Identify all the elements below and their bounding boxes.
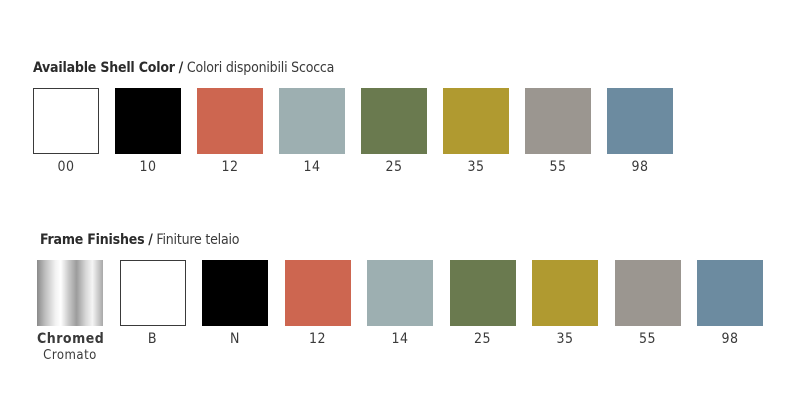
- shell-code-label: 25: [385, 159, 403, 175]
- frame-code-label: N: [230, 331, 240, 347]
- shell-swatch-10: [115, 88, 181, 154]
- frame-swatch-55: [614, 260, 681, 326]
- frame-code-label-en: Chromed: [37, 331, 105, 347]
- frame-swatch-12: [284, 260, 351, 326]
- frame-code-label: 98: [721, 331, 739, 347]
- frame-code-label: B: [147, 331, 158, 347]
- shell-swatch-55: [525, 88, 591, 154]
- frame-title-en: Frame Finishes: [40, 232, 145, 248]
- frame-title-separator: /: [148, 232, 153, 248]
- shell-code-label: 14: [303, 159, 321, 175]
- frame-title-it: Finiture telaio: [156, 232, 240, 248]
- shell-code-label: 55: [549, 159, 567, 175]
- shell-swatch-14: [279, 88, 345, 154]
- shell-title-it: Colori disponibili Scocca: [186, 60, 335, 76]
- shell-swatch-00: [33, 88, 99, 154]
- frame-code-label: 55: [638, 331, 657, 347]
- frame-swatch-b: [119, 260, 186, 326]
- frame-swatch-25: [449, 260, 516, 326]
- frame-swatch-14: [367, 260, 433, 326]
- frame-code-label: 35: [556, 331, 574, 347]
- shell-title-separator: /: [178, 60, 184, 76]
- shell-swatch-12: [197, 88, 263, 154]
- frame-swatch-chromed: [37, 260, 103, 326]
- shell-swatch-98: [607, 88, 673, 154]
- frame-code-label: 14: [391, 331, 409, 347]
- shell-code-label: 12: [221, 159, 239, 175]
- shell-code-label: 10: [139, 159, 157, 175]
- frame-code-label: 25: [473, 331, 492, 347]
- shell-title-en: Available Shell Color: [33, 60, 175, 76]
- frame-code-label: 12: [308, 331, 327, 347]
- shell-swatch-35: [443, 88, 509, 154]
- frame-code-label-it: Cromato: [43, 348, 97, 363]
- shell-code-label: 98: [631, 159, 649, 175]
- shell-code-label: 35: [467, 159, 485, 175]
- frame-swatch-n: [202, 260, 268, 326]
- frame-swatch-35: [532, 260, 598, 326]
- frame-swatch-98: [697, 260, 763, 326]
- frame-code-label: Chromed Cromato: [37, 331, 105, 364]
- shell-code-label: 00: [57, 159, 75, 175]
- shell-color-heading: Available Shell Color / Colori disponibi…: [33, 59, 334, 77]
- shell-swatch-25: [361, 88, 427, 154]
- frame-finishes-heading: Frame Finishes / Finiture telaio: [40, 231, 239, 249]
